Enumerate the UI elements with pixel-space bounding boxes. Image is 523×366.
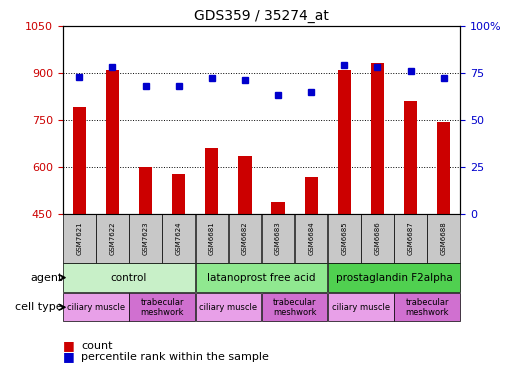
Bar — [304, 176, 318, 214]
Text: GSM6687: GSM6687 — [407, 222, 414, 255]
Text: GSM7624: GSM7624 — [176, 222, 181, 255]
FancyBboxPatch shape — [63, 214, 96, 263]
Text: GSM7622: GSM7622 — [109, 222, 116, 255]
FancyBboxPatch shape — [96, 214, 129, 263]
Text: ciliary muscle: ciliary muscle — [199, 303, 257, 312]
Bar — [437, 122, 450, 214]
Text: GSM6682: GSM6682 — [242, 222, 248, 255]
FancyBboxPatch shape — [394, 293, 460, 321]
Bar — [73, 107, 86, 214]
Text: trabecular
meshwork: trabecular meshwork — [140, 298, 184, 317]
Bar — [238, 156, 252, 214]
Text: GSM6684: GSM6684 — [308, 222, 314, 255]
Text: GSM7623: GSM7623 — [143, 222, 149, 255]
FancyBboxPatch shape — [328, 214, 360, 263]
Text: GSM6685: GSM6685 — [342, 222, 347, 255]
FancyBboxPatch shape — [361, 214, 394, 263]
Text: percentile rank within the sample: percentile rank within the sample — [81, 352, 269, 362]
Text: cell type: cell type — [15, 302, 63, 312]
FancyBboxPatch shape — [262, 293, 327, 321]
FancyBboxPatch shape — [129, 214, 162, 263]
FancyBboxPatch shape — [328, 293, 394, 321]
Title: GDS359 / 35274_at: GDS359 / 35274_at — [194, 9, 329, 23]
FancyBboxPatch shape — [328, 264, 460, 292]
FancyBboxPatch shape — [163, 214, 195, 263]
Text: ■: ■ — [63, 339, 74, 352]
Text: agent: agent — [30, 273, 63, 283]
Bar — [172, 174, 185, 214]
Text: control: control — [111, 273, 147, 283]
Text: trabecular
meshwork: trabecular meshwork — [405, 298, 449, 317]
Bar — [404, 101, 417, 214]
Text: GSM6683: GSM6683 — [275, 222, 281, 255]
Text: ■: ■ — [63, 350, 74, 363]
FancyBboxPatch shape — [63, 264, 195, 292]
Bar — [271, 202, 285, 214]
FancyBboxPatch shape — [196, 264, 327, 292]
FancyBboxPatch shape — [295, 214, 327, 263]
Text: count: count — [81, 341, 112, 351]
Text: trabecular
meshwork: trabecular meshwork — [273, 298, 316, 317]
Bar — [106, 70, 119, 214]
FancyBboxPatch shape — [394, 214, 427, 263]
Text: prostaglandin F2alpha: prostaglandin F2alpha — [336, 273, 452, 283]
FancyBboxPatch shape — [129, 293, 195, 321]
FancyBboxPatch shape — [229, 214, 261, 263]
Text: ciliary muscle: ciliary muscle — [332, 303, 390, 312]
Bar — [205, 148, 219, 214]
Bar — [338, 70, 351, 214]
Bar — [139, 167, 152, 214]
Text: latanoprost free acid: latanoprost free acid — [207, 273, 316, 283]
FancyBboxPatch shape — [63, 293, 129, 321]
FancyBboxPatch shape — [196, 293, 261, 321]
FancyBboxPatch shape — [262, 214, 294, 263]
Text: ciliary muscle: ciliary muscle — [67, 303, 125, 312]
Text: GSM6688: GSM6688 — [441, 222, 447, 255]
FancyBboxPatch shape — [196, 214, 228, 263]
Text: GSM7621: GSM7621 — [76, 222, 82, 255]
FancyBboxPatch shape — [427, 214, 460, 263]
Text: GSM6686: GSM6686 — [374, 222, 380, 255]
Bar — [371, 63, 384, 214]
Text: GSM6681: GSM6681 — [209, 222, 215, 255]
